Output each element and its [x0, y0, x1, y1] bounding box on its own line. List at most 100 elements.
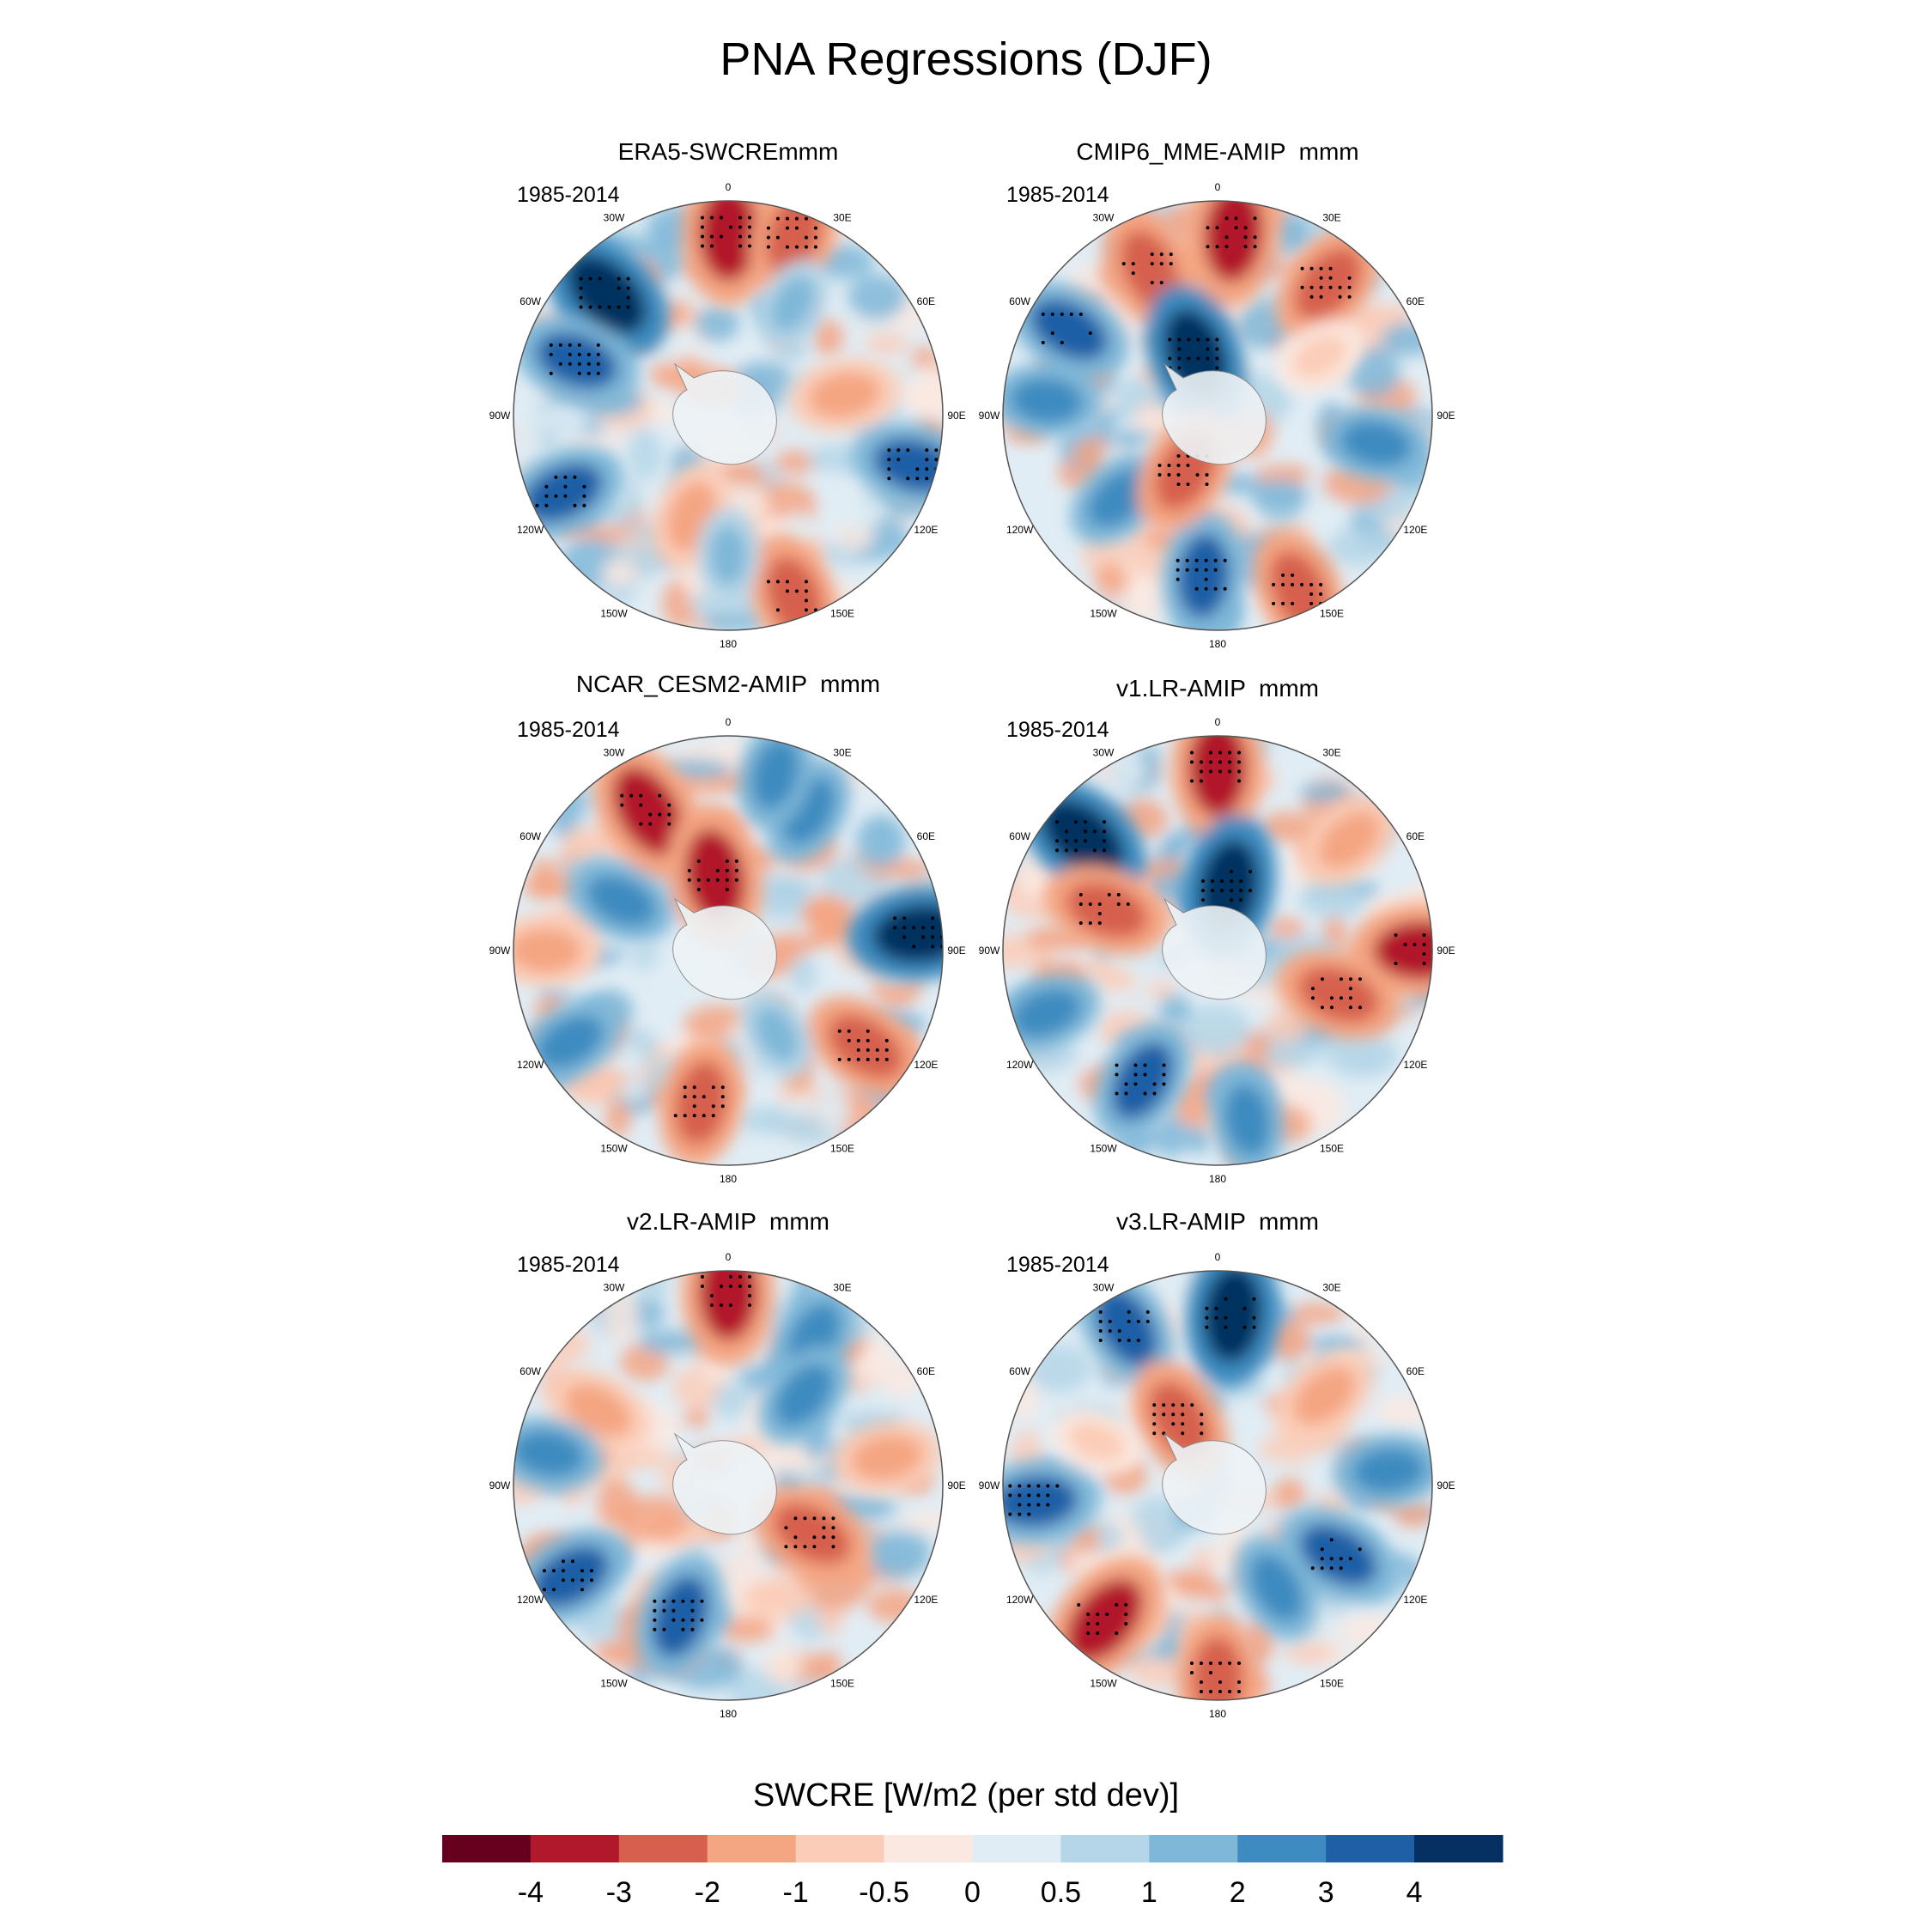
field-texture — [694, 306, 741, 343]
significance-dot — [738, 216, 742, 220]
longitude-label: 30W — [1093, 747, 1115, 759]
significance-dot — [748, 216, 751, 220]
field-texture — [1173, 1579, 1228, 1600]
significance-dot — [925, 458, 929, 462]
significance-dot — [1121, 262, 1126, 266]
anomaly-core — [1224, 1084, 1271, 1156]
significance-dot — [617, 286, 621, 290]
anomaly-core — [523, 463, 603, 522]
longitude-label: 90E — [947, 1479, 965, 1492]
longitude-label: 90W — [489, 1479, 511, 1492]
significance-dot — [785, 245, 789, 249]
significance-dot — [775, 216, 780, 221]
significance-dot — [1237, 1680, 1241, 1684]
anomaly-core — [1177, 533, 1230, 618]
field-texture — [718, 1616, 775, 1643]
longitude-label: 120W — [517, 524, 544, 536]
significance-dot — [544, 494, 549, 498]
significance-dot — [856, 1057, 860, 1061]
significance-dot — [1159, 252, 1163, 257]
longitude-label: 60W — [1009, 295, 1030, 307]
significance-dot — [696, 887, 701, 891]
significance-dot — [1239, 889, 1243, 893]
longitude-label: 60W — [519, 830, 541, 842]
significance-dot — [1143, 1063, 1147, 1067]
figure-title: PNA Regressions (DJF) — [720, 33, 1212, 85]
longitude-label: 150E — [830, 1677, 854, 1689]
longitude-label: 180 — [720, 638, 737, 650]
significance-dot — [687, 868, 691, 872]
anomaly-core — [773, 1503, 851, 1564]
period-label: 1985-2014 — [517, 183, 620, 207]
significance-dot — [1008, 1493, 1012, 1498]
significance-dot — [1098, 1338, 1103, 1342]
significance-dot — [720, 1303, 723, 1307]
significance-dot — [1328, 276, 1333, 280]
significance-dot — [1237, 750, 1241, 755]
longitude-label: 0 — [726, 716, 732, 728]
significance-dot — [1157, 472, 1162, 477]
field-texture — [1273, 1478, 1307, 1512]
significance-dot — [1069, 313, 1073, 316]
panel-title: v1.LR-AMIP mmm — [1116, 675, 1319, 702]
longitude-label: 30E — [833, 747, 851, 759]
significance-dot — [586, 352, 591, 356]
significance-dot — [1310, 987, 1315, 991]
field-texture — [1300, 782, 1352, 804]
significance-dot — [1046, 1493, 1050, 1498]
significance-dot — [1281, 582, 1285, 586]
field-texture — [1260, 811, 1313, 843]
significance-dot — [1204, 558, 1208, 562]
significance-dot — [1358, 1547, 1362, 1552]
longitude-label: 30E — [1322, 747, 1340, 759]
longitude-label: 120E — [1403, 1594, 1427, 1606]
significance-dot — [579, 276, 583, 281]
anomaly-core — [1067, 1420, 1126, 1462]
significance-dot — [1329, 996, 1334, 1000]
significance-dot — [1339, 977, 1343, 981]
significance-dot — [804, 216, 808, 221]
significance-dot — [1050, 331, 1054, 335]
significance-dot — [551, 1588, 556, 1592]
anomaly-core — [674, 1060, 728, 1145]
field-texture — [896, 1512, 943, 1533]
significance-dot — [1329, 1538, 1334, 1542]
significance-dot — [804, 580, 808, 584]
significance-dot — [1320, 1547, 1324, 1552]
significance-dot — [596, 352, 600, 356]
significance-dot — [1213, 586, 1218, 591]
significance-dot — [738, 234, 742, 239]
significance-dot — [1224, 1325, 1228, 1329]
significance-dot — [1328, 285, 1333, 289]
significance-dot — [1098, 1319, 1103, 1323]
significance-dot — [1237, 779, 1241, 783]
significance-dot — [748, 1285, 751, 1288]
panel-title: CMIP6_MME-AMIP mmm — [1076, 138, 1358, 165]
significance-dot — [573, 475, 577, 479]
significance-dot — [1319, 276, 1323, 280]
significance-dot — [1162, 1072, 1166, 1077]
antarctica-coastline — [672, 1432, 777, 1535]
anomaly-core — [1373, 921, 1432, 980]
significance-dot — [1339, 996, 1343, 1000]
significance-dot — [1127, 1338, 1131, 1342]
significance-dot — [1205, 482, 1209, 486]
significance-dot — [866, 1038, 870, 1042]
significance-dot — [690, 1599, 695, 1603]
significance-dot — [1124, 1613, 1128, 1617]
significance-dot — [725, 878, 729, 882]
significance-dot — [940, 945, 943, 949]
significance-dot — [866, 1029, 870, 1033]
significance-dot — [1152, 1431, 1157, 1436]
longitude-label: 120E — [914, 1059, 938, 1071]
significance-dot — [803, 1545, 807, 1549]
significance-dot — [804, 235, 808, 240]
longitude-label: 120E — [1403, 1059, 1427, 1071]
significance-dot — [831, 1516, 835, 1521]
significance-dot — [558, 361, 562, 366]
significance-dot — [1300, 266, 1304, 270]
significance-dot — [1176, 453, 1181, 458]
significance-dot — [1181, 1422, 1185, 1426]
